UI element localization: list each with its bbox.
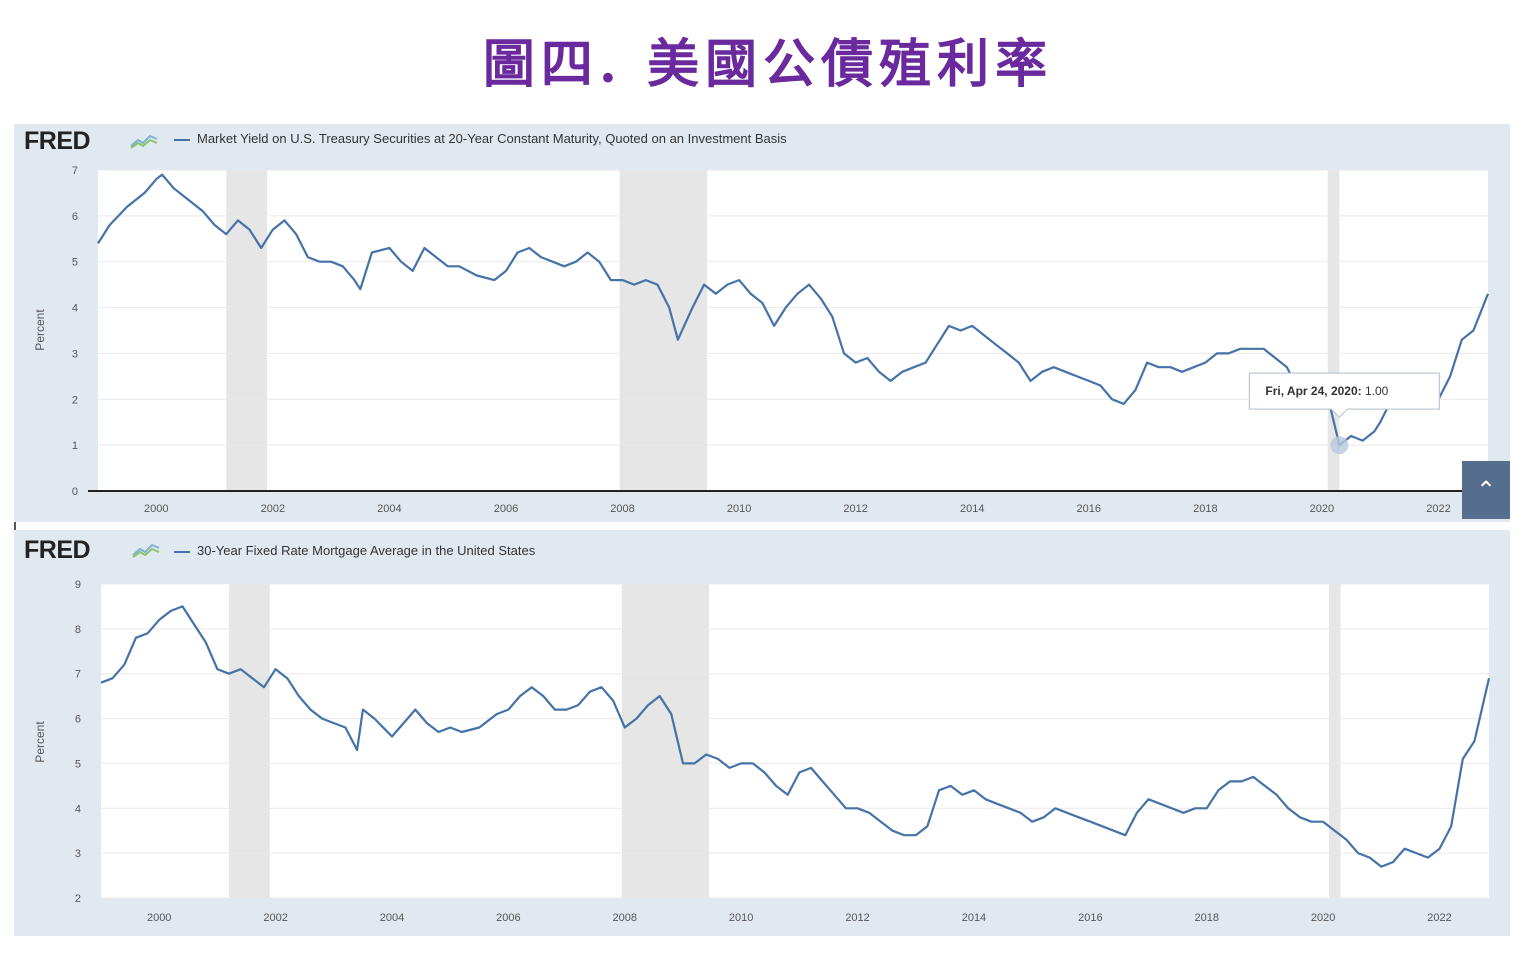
mortgage-rate-chart[interactable]: 2 3 4 5 6 7 8 9 2000 2002 2004 2006 2008 2010 2012 2014… xyxy=(14,530,1510,936)
x-tick-label: 2002 xyxy=(261,503,285,515)
recession-band xyxy=(621,584,710,898)
fred-logo[interactable]: FRED xyxy=(24,536,91,564)
series-line xyxy=(97,173,1490,447)
x-tick-label: 2020 xyxy=(1310,503,1334,515)
hover-marker xyxy=(1330,436,1349,455)
legend-swatch xyxy=(174,550,190,553)
plot-area xyxy=(101,584,1489,898)
x-tick-label: 2014 xyxy=(960,503,984,515)
legend-swatch xyxy=(174,138,190,141)
legend-mortgage[interactable]: 30-Year Fixed Rate Mortgage Average in t… xyxy=(174,543,535,558)
recession-band xyxy=(1328,584,1341,898)
x-tick-label: 2008 xyxy=(610,503,634,515)
y-tick-label: 7 xyxy=(75,669,81,681)
x-tick-label: 2018 xyxy=(1193,503,1217,515)
y-axis-title: Percent xyxy=(33,309,47,351)
y-tick-label: 5 xyxy=(75,758,81,770)
x-tick-label: 2022 xyxy=(1427,912,1451,924)
chart-panel-treasury: FRED Market Yield on U.S. Treasury Secur… xyxy=(14,124,1510,522)
series-line xyxy=(100,605,1491,868)
fred-logo[interactable]: FRED xyxy=(24,127,91,155)
x-tick-label: 2004 xyxy=(380,912,404,924)
recession-band xyxy=(1327,170,1340,491)
x-tick-label: 2006 xyxy=(494,503,518,515)
recession-band xyxy=(229,584,270,898)
tooltip-value: 1.00 xyxy=(1365,384,1389,398)
y-tick-label: 9 xyxy=(75,579,81,591)
y-tick-label: 6 xyxy=(75,714,81,726)
x-tick-label: 2010 xyxy=(727,503,751,515)
y-tick-label: 2 xyxy=(72,394,78,406)
x-tick-label: 2000 xyxy=(144,503,168,515)
tooltip-date: Fri, Apr 24, 2020: xyxy=(1265,384,1365,398)
fred-graph-icon xyxy=(132,543,160,558)
y-axis-title: Percent xyxy=(33,721,47,763)
x-tick-label: 2012 xyxy=(845,912,869,924)
recession-band xyxy=(226,170,268,491)
x-tick-label: 2022 xyxy=(1426,503,1450,515)
legend-label: 30-Year Fixed Rate Mortgage Average in t… xyxy=(197,543,536,558)
x-tick-label: 2000 xyxy=(147,912,171,924)
x-tick-label: 2014 xyxy=(962,912,986,924)
scroll-to-top-button[interactable]: ⌃ xyxy=(1462,461,1510,519)
legend-label: Market Yield on U.S. Treasury Securities… xyxy=(197,131,787,146)
tooltip-text: Fri, Apr 24, 2020: 1.00 xyxy=(1265,384,1388,398)
y-tick-label: 4 xyxy=(72,303,78,315)
x-tick-label: 2004 xyxy=(377,503,401,515)
fred-graph-icon xyxy=(130,134,158,149)
y-tick-label: 0 xyxy=(72,486,78,498)
tooltip-box xyxy=(1248,372,1440,418)
legend-treasury[interactable]: Market Yield on U.S. Treasury Securities… xyxy=(174,131,787,146)
x-tick-label: 2016 xyxy=(1078,912,1102,924)
x-tick-label: 2006 xyxy=(496,912,520,924)
y-tick-label: 8 xyxy=(75,624,81,636)
y-tick-label: 1 xyxy=(72,440,78,452)
y-tick-label: 4 xyxy=(75,803,81,815)
y-tick-label: 3 xyxy=(72,348,78,360)
x-tick-label: 2010 xyxy=(729,912,753,924)
chevron-up-icon: ⌃ xyxy=(1475,476,1497,504)
x-tick-label: 2008 xyxy=(613,912,637,924)
recession-band xyxy=(619,170,708,491)
x-tick-label: 2016 xyxy=(1077,503,1101,515)
y-tick-label: 7 xyxy=(72,165,78,177)
y-tick-label: 3 xyxy=(75,848,81,860)
x-tick-label: 2012 xyxy=(843,503,867,515)
treasury-yield-chart[interactable]: 0 1 2 3 4 5 6 7 2000 2002 2004 2006 2008 2010 2012 2014… xyxy=(14,124,1510,522)
x-tick-label: 2018 xyxy=(1195,912,1219,924)
x-tick-label: 2020 xyxy=(1311,912,1335,924)
x-tick-label: 2002 xyxy=(263,912,287,924)
page-title: 圖四. 美國公債殖利率 xyxy=(482,34,1054,95)
y-tick-label: 5 xyxy=(72,257,78,269)
y-tick-label: 2 xyxy=(75,893,81,905)
chart-panel-mortgage: FRED 30-Year Fixed Rate Mortgage Average… xyxy=(14,530,1510,936)
plot-area xyxy=(98,170,1488,491)
y-tick-label: 6 xyxy=(72,211,78,223)
